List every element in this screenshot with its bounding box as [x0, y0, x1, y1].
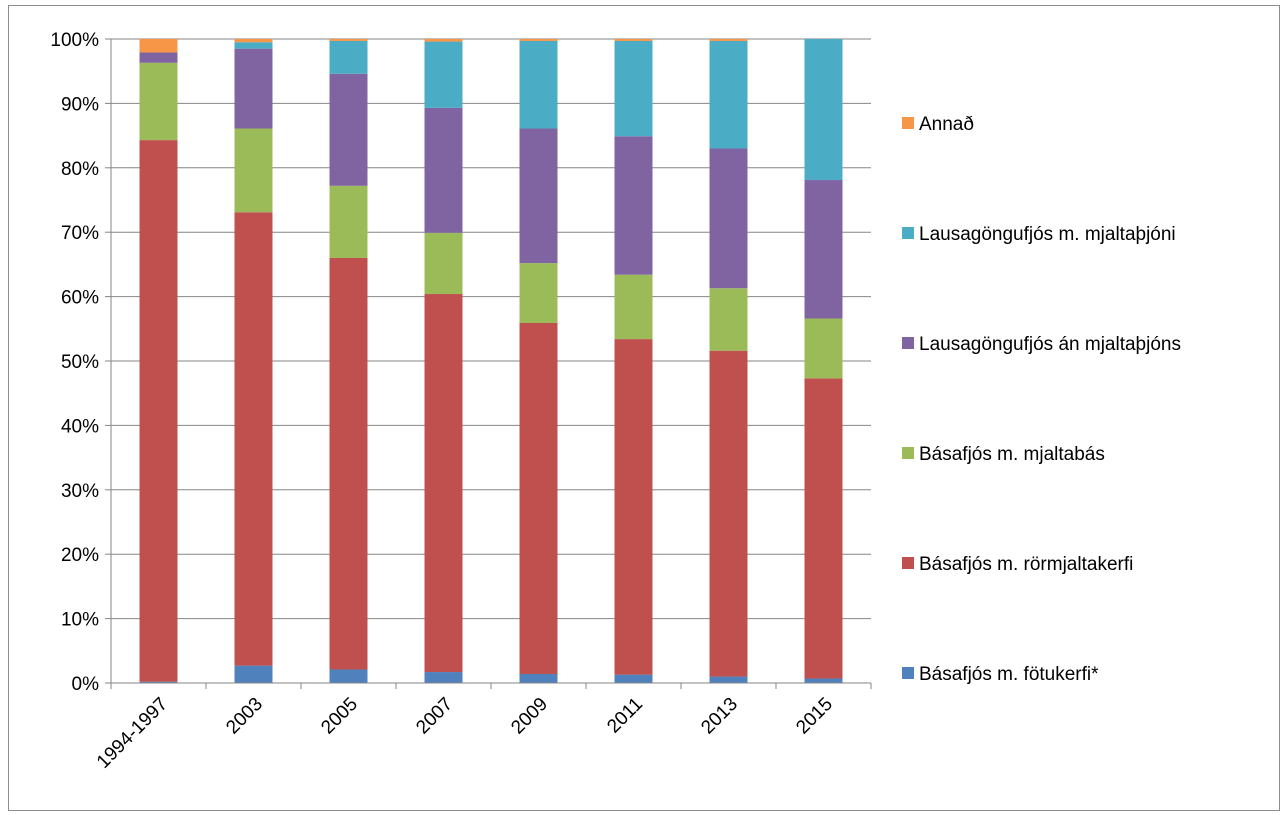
- bar-segment: [804, 678, 843, 683]
- y-tick-label: 70%: [61, 223, 99, 244]
- legend-swatch: [902, 667, 914, 679]
- y-tick-label: 10%: [61, 610, 99, 631]
- bar-segment: [234, 128, 273, 213]
- legend-swatch: [902, 447, 914, 459]
- y-tick-label: 20%: [61, 545, 99, 566]
- bar-segment: [329, 39, 368, 41]
- x-tick-label: 2005: [317, 694, 362, 739]
- bar-segment: [519, 39, 558, 41]
- bar-segment: [234, 42, 273, 49]
- bar-segment: [139, 140, 178, 682]
- bar-segment: [234, 48, 273, 129]
- legend-label: Básafjós m. rörmjaltakerfi: [919, 554, 1133, 575]
- y-tick-label: 50%: [61, 352, 99, 373]
- bar-segment: [614, 39, 653, 41]
- legend: Annað Lausagöngufjós m. mjaltaþjóni Lausag…: [902, 114, 1181, 685]
- bar-segment: [519, 263, 558, 324]
- bar-segment: [804, 318, 843, 379]
- bar-segment: [234, 212, 273, 666]
- legend-label: Annað: [919, 114, 974, 135]
- bar-segment: [804, 180, 843, 319]
- legend-swatch: [902, 227, 914, 239]
- y-tick-label: 30%: [61, 481, 99, 502]
- y-tick-label: 40%: [61, 416, 99, 437]
- x-tick-label: 2009: [507, 694, 552, 739]
- bar-segment: [519, 673, 558, 683]
- bar-segment: [424, 672, 463, 683]
- y-tick-label: 80%: [61, 159, 99, 180]
- bar-segment: [519, 128, 558, 264]
- bar-segment: [519, 323, 558, 674]
- bar-segment: [804, 39, 843, 181]
- bar-segment: [329, 257, 368, 670]
- y-tick-label: 0%: [72, 674, 100, 695]
- bar-segment: [709, 40, 748, 149]
- bar-segment: [234, 665, 273, 683]
- x-tick-label: 2015: [792, 694, 837, 739]
- bar-segment: [614, 674, 653, 683]
- bar-segment: [329, 40, 368, 74]
- y-tick-label: 60%: [61, 288, 99, 309]
- x-tick-label: 2003: [222, 694, 267, 739]
- x-tick-label: 2011: [603, 694, 647, 738]
- y-tick-label: 100%: [50, 30, 99, 51]
- bar-segment: [139, 52, 178, 63]
- bar-segment: [329, 185, 368, 258]
- bar-segment: [424, 232, 463, 295]
- bar-segment: [614, 339, 653, 675]
- bar-segment: [139, 681, 178, 683]
- legend-swatch: [902, 337, 914, 349]
- bar-segment: [329, 73, 368, 186]
- bar-segment: [614, 40, 653, 137]
- legend-label: Básafjós m. fötukerfi*: [919, 664, 1099, 685]
- gridlines: [111, 38, 871, 620]
- x-tick-label: 2013: [697, 694, 742, 739]
- bar-segment: [329, 669, 368, 683]
- legend-swatch: [902, 117, 914, 129]
- bar-segment: [139, 39, 178, 53]
- bars: [139, 39, 843, 683]
- x-tick-label: 2007: [412, 694, 457, 739]
- bar-segment: [709, 676, 748, 683]
- bar-segment: [424, 41, 463, 108]
- bar-segment: [614, 136, 653, 275]
- y-tick-label: 90%: [61, 94, 99, 115]
- bar-segment: [139, 62, 178, 141]
- bar-segment: [424, 107, 463, 233]
- bar-segment: [234, 39, 273, 43]
- legend-label: Lausagöngufjós m. mjaltaþjóni: [919, 224, 1176, 245]
- bar-segment: [709, 39, 748, 41]
- bar-segment: [424, 294, 463, 673]
- bar-segment: [614, 274, 653, 340]
- bar-segment: [709, 148, 748, 289]
- bar-segment: [424, 39, 463, 42]
- bar-segment: [709, 288, 748, 351]
- legend-swatch: [902, 557, 914, 569]
- legend-label: Lausagöngufjós án mjaltaþjóns: [919, 334, 1181, 355]
- bar-segment: [804, 378, 843, 679]
- x-tick-label: 1994-1997: [93, 694, 172, 773]
- bar-segment: [709, 350, 748, 677]
- bar-segment: [519, 40, 558, 129]
- legend-label: Básafjós m. mjaltabás: [919, 444, 1105, 465]
